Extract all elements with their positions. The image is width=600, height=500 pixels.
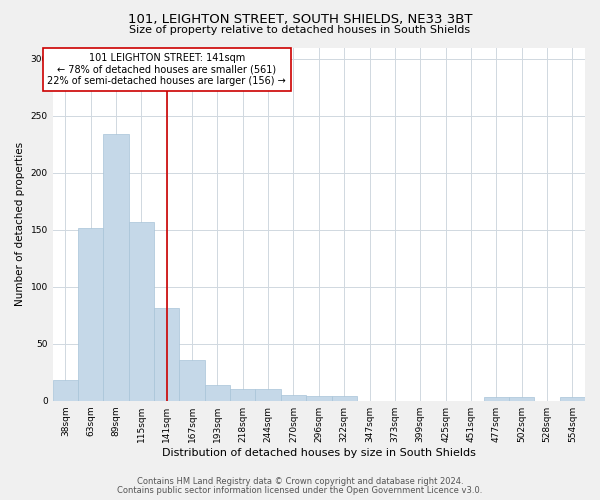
Bar bbox=[179, 360, 205, 401]
Bar bbox=[205, 385, 230, 400]
Bar bbox=[332, 396, 357, 400]
Bar bbox=[281, 395, 306, 400]
Bar bbox=[230, 390, 256, 400]
Bar bbox=[129, 222, 154, 400]
Bar bbox=[78, 228, 103, 400]
Text: Contains HM Land Registry data © Crown copyright and database right 2024.: Contains HM Land Registry data © Crown c… bbox=[137, 477, 463, 486]
Bar bbox=[53, 380, 78, 400]
Text: 101 LEIGHTON STREET: 141sqm
← 78% of detached houses are smaller (561)
22% of se: 101 LEIGHTON STREET: 141sqm ← 78% of det… bbox=[47, 53, 286, 86]
Text: 101, LEIGHTON STREET, SOUTH SHIELDS, NE33 3BT: 101, LEIGHTON STREET, SOUTH SHIELDS, NE3… bbox=[128, 12, 472, 26]
Bar bbox=[509, 398, 535, 400]
Bar bbox=[484, 398, 509, 400]
Bar bbox=[103, 134, 129, 400]
Bar bbox=[306, 396, 332, 400]
Bar bbox=[154, 308, 179, 400]
Bar bbox=[560, 398, 585, 400]
Y-axis label: Number of detached properties: Number of detached properties bbox=[15, 142, 25, 306]
X-axis label: Distribution of detached houses by size in South Shields: Distribution of detached houses by size … bbox=[162, 448, 476, 458]
Text: Contains public sector information licensed under the Open Government Licence v3: Contains public sector information licen… bbox=[118, 486, 482, 495]
Bar bbox=[256, 390, 281, 400]
Text: Size of property relative to detached houses in South Shields: Size of property relative to detached ho… bbox=[130, 25, 470, 35]
